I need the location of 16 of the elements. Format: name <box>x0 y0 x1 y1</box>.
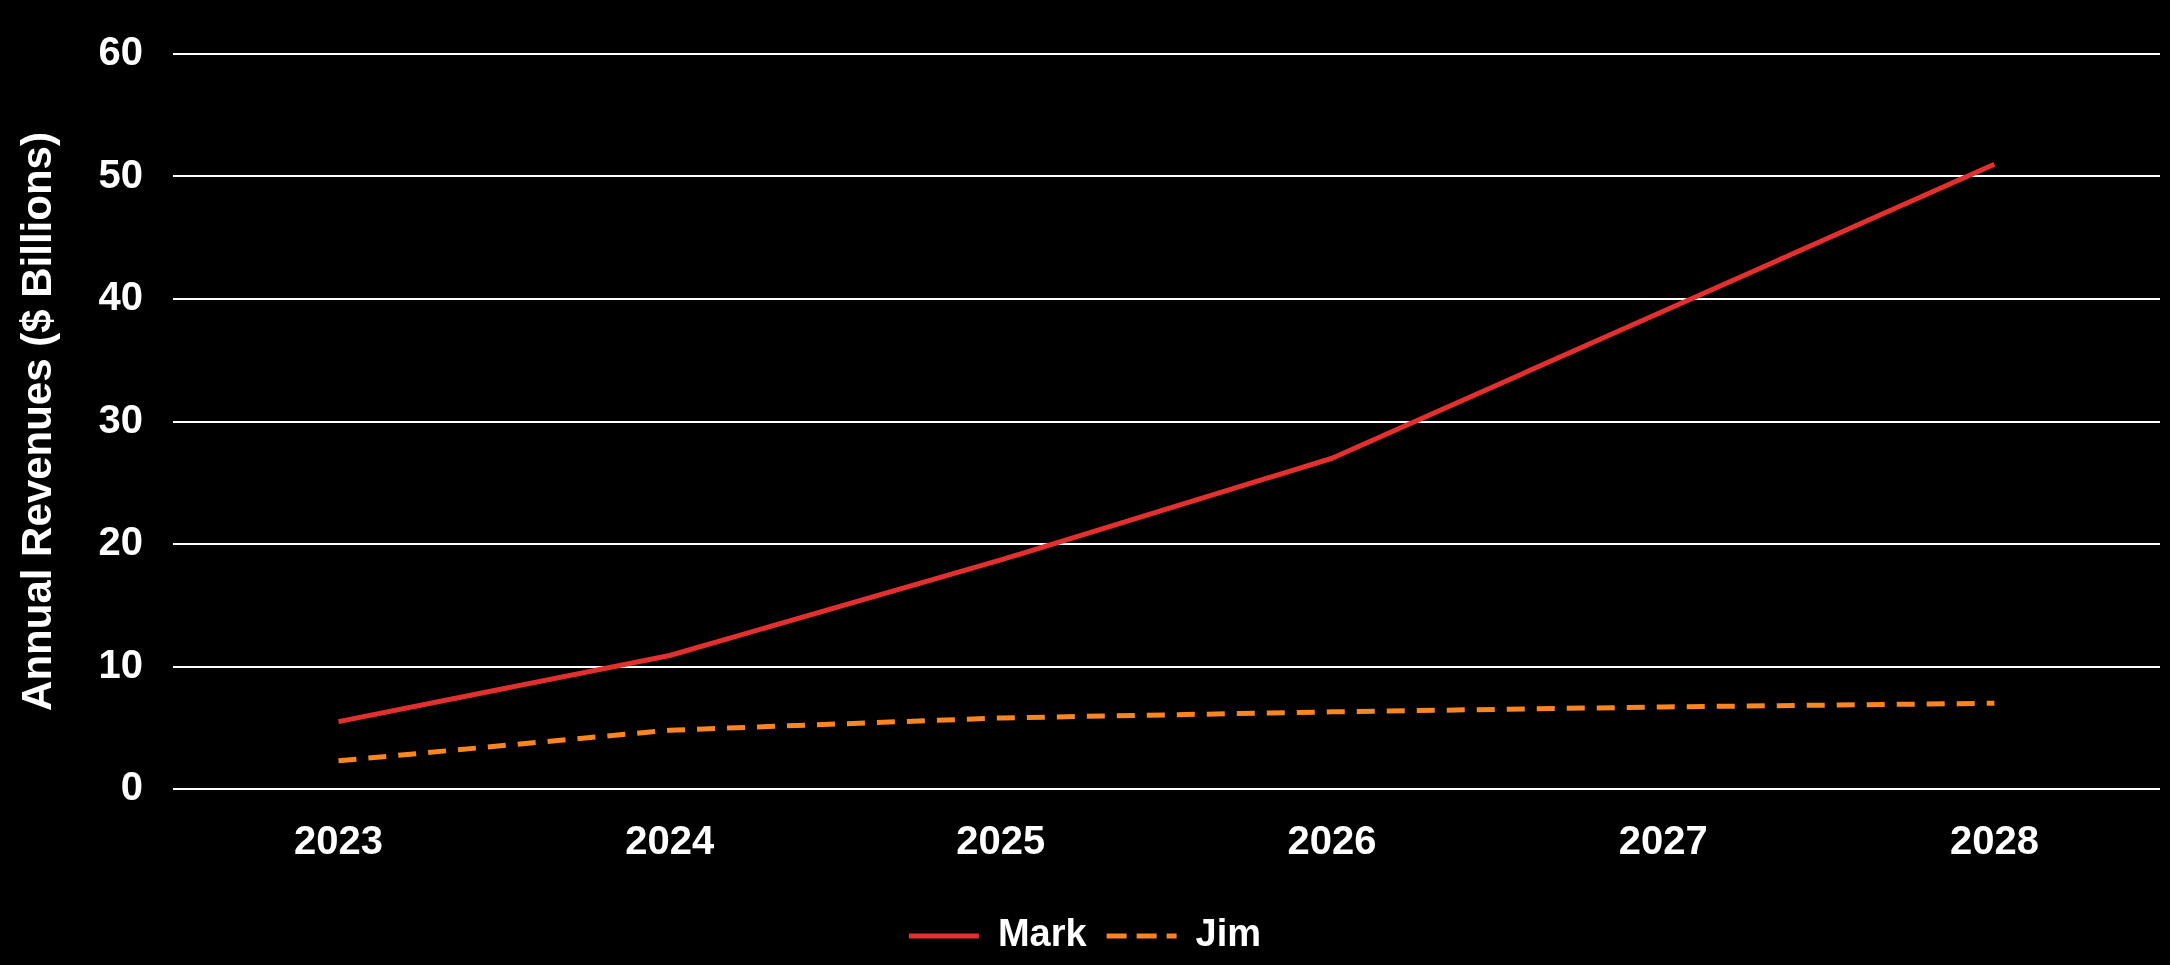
y-tick-label: 10 <box>98 641 143 686</box>
x-tick-label: 2026 <box>1287 818 1377 863</box>
y-tick-label: 20 <box>98 519 143 564</box>
y-tick-label: 60 <box>98 29 143 74</box>
legend-label: Jim <box>1195 912 1262 955</box>
y-tick-label: 30 <box>98 396 143 441</box>
y-tick-label: 50 <box>98 151 143 196</box>
x-tick-label: 2024 <box>625 818 715 863</box>
legend-label: Mark <box>997 912 1088 955</box>
x-tick-label: 2023 <box>293 818 383 863</box>
x-tick-label: 2028 <box>1949 818 2039 863</box>
x-tick-label: 2025 <box>956 818 1046 863</box>
y-tick-label: 40 <box>98 274 143 319</box>
y-tick-label: 0 <box>120 764 143 809</box>
x-tick-label: 2027 <box>1618 818 1708 863</box>
y-axis-title: Annual Revenues ($ Billions) <box>12 132 60 711</box>
